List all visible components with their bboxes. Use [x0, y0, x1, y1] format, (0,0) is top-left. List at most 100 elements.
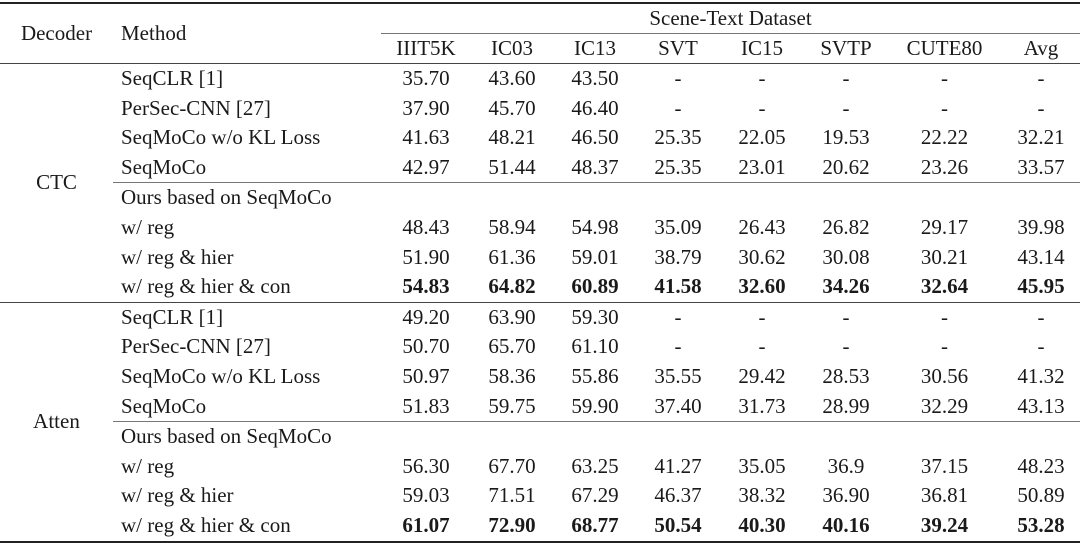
- value-cell: 28.53: [822, 363, 870, 388]
- table-row: w/ reg & hier & con 54.83 64.82 60.89 41.58 3…: [0, 272, 1080, 302]
- value-cell: 50.70: [402, 334, 450, 359]
- value-cell: 36.90: [822, 483, 870, 508]
- value-cell: 45.95: [1017, 274, 1065, 299]
- value-cell: -: [1037, 95, 1045, 120]
- value-cell: 54.98: [571, 214, 619, 239]
- method-cell: w/ reg & hier: [121, 244, 234, 269]
- method-cell: Ours based on SeqMoCo: [121, 185, 332, 210]
- value-cell: 36.9: [827, 453, 865, 478]
- method-cell: w/ reg: [121, 453, 175, 478]
- value-cell: 35.55: [654, 363, 702, 388]
- value-cell: 59.30: [571, 304, 619, 329]
- value-cell: [637, 422, 719, 452]
- dataset-header-ic15: IC15: [741, 36, 783, 60]
- method-cell: w/ reg & hier & con: [121, 274, 291, 299]
- value-cell: 41.32: [1017, 363, 1065, 388]
- value-cell: 43.60: [488, 66, 536, 90]
- value-cell: 25.35: [654, 125, 702, 150]
- value-cell: -: [941, 334, 948, 359]
- value-cell: 41.27: [654, 453, 702, 478]
- value-cell: 40.30: [738, 512, 786, 537]
- value-cell: 39.24: [920, 512, 969, 537]
- value-cell: 63.25: [571, 453, 619, 478]
- value-cell: 63.90: [488, 304, 536, 329]
- value-cell: 50.97: [402, 363, 450, 388]
- value-cell: [719, 183, 805, 213]
- value-cell: -: [941, 66, 948, 90]
- method-cell: SeqMoCo w/o KL Loss: [121, 125, 321, 150]
- value-cell: 46.40: [571, 95, 619, 120]
- value-cell: 49.20: [402, 304, 450, 329]
- dataset-header-iiit5k: IIIT5K: [396, 36, 456, 60]
- table-row: Ours based on SeqMoCo: [0, 421, 1080, 452]
- value-cell: 59.75: [488, 393, 536, 418]
- table-row: CTC SeqCLR [1] 35.70 43.60 43.50 - - - - -: [0, 63, 1080, 303]
- value-cell: 23.01: [738, 154, 786, 179]
- value-cell: 41.58: [654, 274, 702, 299]
- value-cell: [471, 183, 553, 213]
- decoder-cell: CTC: [0, 63, 113, 303]
- value-cell: 64.82: [488, 274, 536, 299]
- dataset-group-header: Scene-Text Dataset: [381, 2, 1080, 34]
- value-cell: 30.21: [920, 244, 969, 269]
- value-cell: -: [842, 95, 850, 120]
- value-cell: 28.99: [822, 393, 870, 418]
- value-cell: 40.16: [822, 512, 870, 537]
- dataset-header-ic13: IC13: [574, 36, 616, 60]
- value-cell: [381, 183, 471, 213]
- value-cell: 26.82: [822, 214, 870, 239]
- value-cell: 26.43: [738, 214, 786, 239]
- method-header: Method: [113, 2, 381, 64]
- value-cell: -: [1037, 304, 1045, 329]
- value-cell: 58.94: [488, 214, 536, 239]
- value-cell: -: [941, 304, 948, 329]
- table-row: SeqMoCo 42.97 51.44 48.37 25.35 23.01 20.62 23.…: [0, 153, 1080, 183]
- dataset-header-cute80: CUTE80: [906, 36, 983, 60]
- value-cell: 45.70: [488, 95, 536, 120]
- dataset-header-ic03: IC03: [491, 36, 533, 60]
- method-cell: SeqMoCo: [121, 154, 207, 179]
- value-cell: -: [674, 95, 682, 120]
- value-cell: [553, 422, 637, 452]
- value-cell: 59.01: [571, 244, 619, 269]
- value-cell: -: [758, 95, 766, 120]
- value-cell: 37.15: [920, 453, 969, 478]
- value-cell: 43.14: [1017, 244, 1065, 269]
- method-cell: w/ reg: [121, 214, 175, 239]
- value-cell: 32.64: [920, 274, 969, 299]
- value-cell: 35.70: [402, 66, 450, 90]
- decoder-cell: Atten: [0, 301, 113, 543]
- value-cell: -: [674, 66, 682, 90]
- value-cell: 72.90: [488, 512, 536, 537]
- value-cell: -: [758, 66, 766, 90]
- value-cell: 67.70: [488, 453, 536, 478]
- value-cell: 32.60: [738, 274, 786, 299]
- value-cell: 43.50: [571, 66, 619, 90]
- method-cell: PerSec-CNN [27]: [121, 95, 271, 120]
- value-cell: 41.63: [402, 125, 450, 150]
- value-cell: 61.10: [571, 334, 619, 359]
- value-cell: 43.13: [1017, 393, 1065, 418]
- value-cell: 51.83: [402, 393, 450, 418]
- method-cell: PerSec-CNN [27]: [121, 334, 271, 359]
- value-cell: 48.23: [1017, 453, 1065, 478]
- value-cell: [887, 183, 1002, 213]
- table-row: w/ reg & hier & con 61.07 72.90 68.77 50.54 4…: [0, 511, 1080, 542]
- value-cell: 36.81: [920, 483, 969, 508]
- value-cell: -: [674, 304, 682, 329]
- value-cell: 37.40: [654, 393, 702, 418]
- value-cell: 33.57: [1017, 154, 1065, 179]
- value-cell: -: [674, 334, 682, 359]
- value-cell: 54.83: [402, 274, 450, 299]
- table-row: PerSec-CNN [27] 37.90 45.70 46.40 - - - - -: [0, 94, 1080, 124]
- value-cell: 37.90: [402, 95, 450, 120]
- value-cell: [805, 422, 887, 452]
- method-cell: w/ reg & hier: [121, 483, 234, 508]
- dataset-header-avg: Avg: [1023, 36, 1059, 60]
- value-cell: 22.05: [738, 125, 786, 150]
- value-cell: 67.29: [571, 483, 619, 508]
- dataset-header-row: IIIT5K IC03 IC13 SVT IC15 SVTP CUTE80 Avg: [0, 34, 1080, 64]
- value-cell: [381, 422, 471, 452]
- value-cell: -: [842, 334, 850, 359]
